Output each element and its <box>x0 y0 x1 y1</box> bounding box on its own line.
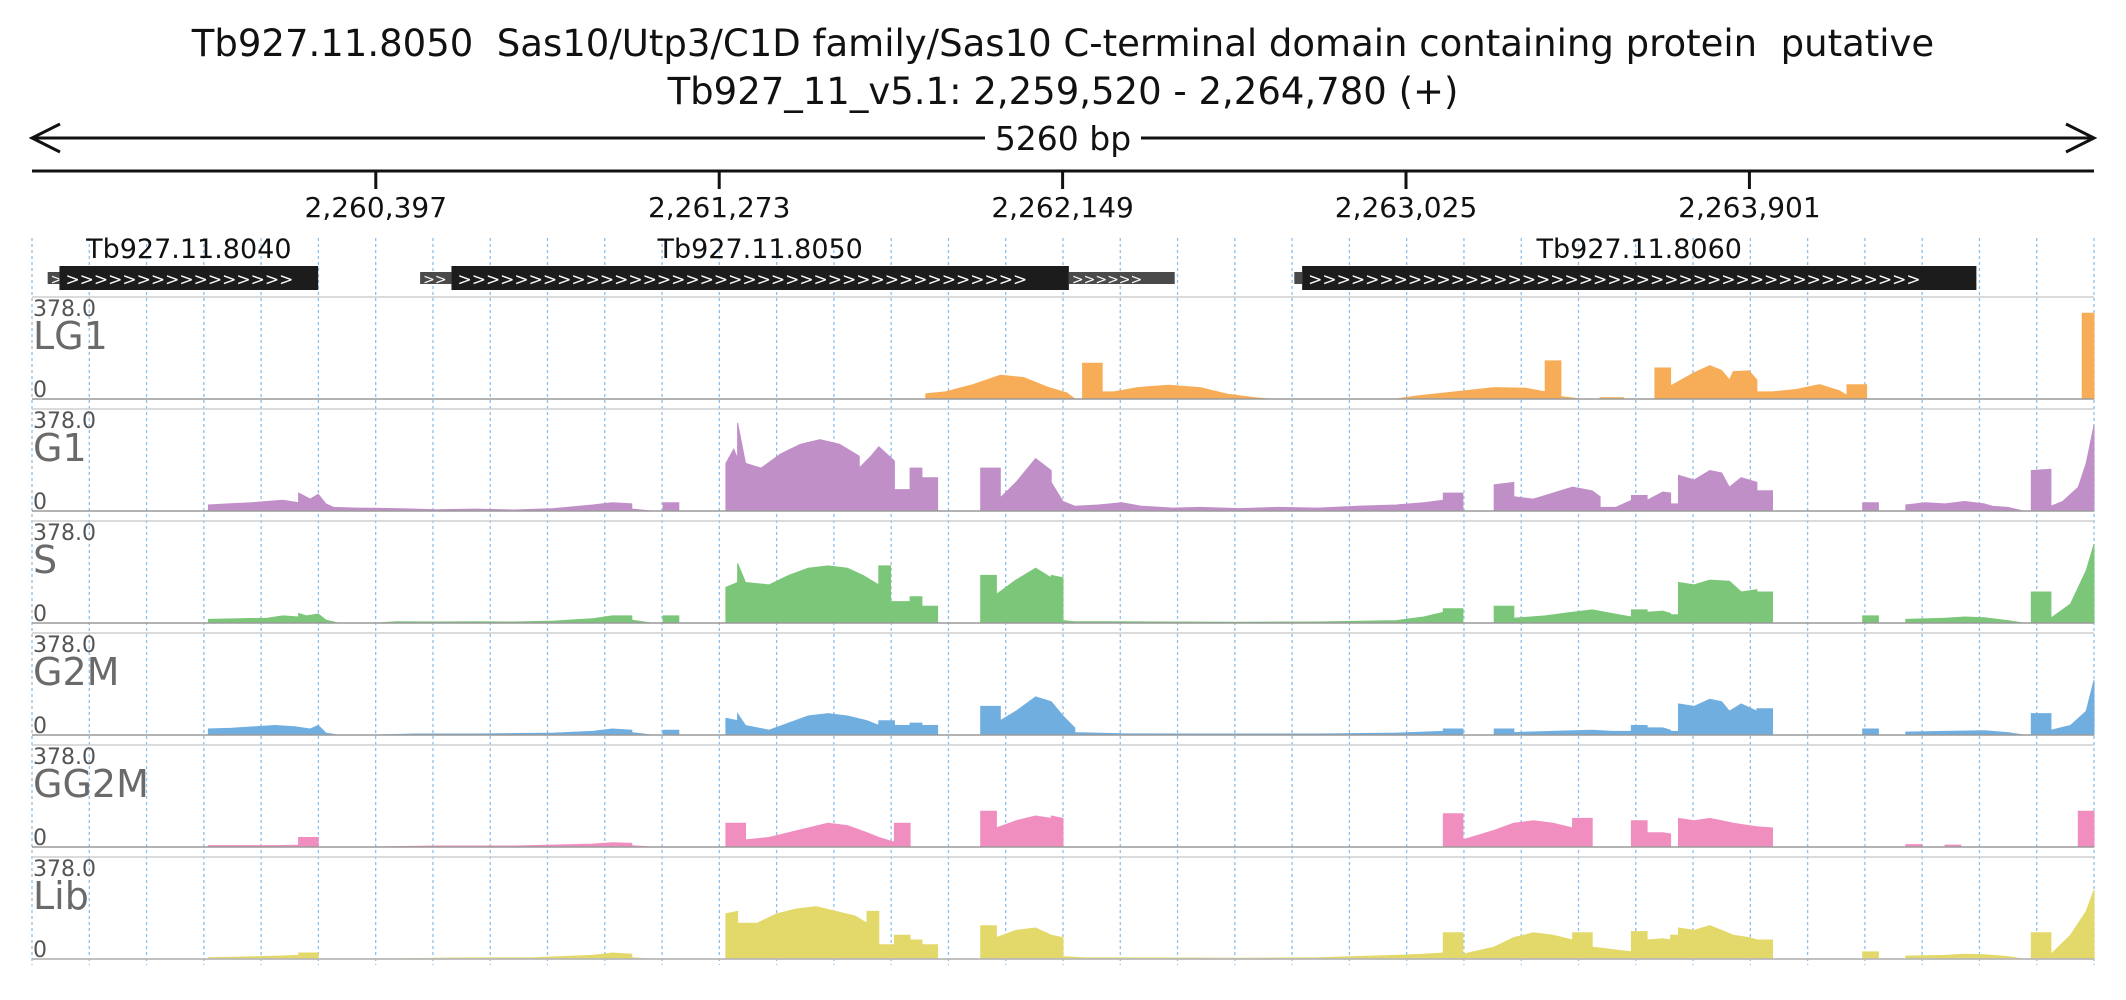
track-ymin-label: 0 <box>33 602 47 627</box>
gene-label: Tb927.11.8040 <box>85 234 291 265</box>
cds-block <box>451 266 1069 290</box>
coverage-area-s <box>32 544 2095 624</box>
span-indicator: 5260 bp <box>28 118 2098 160</box>
track-ymax-label: 378.0 <box>33 521 96 546</box>
track-g2m: 378.0 0 G2M <box>32 632 2095 739</box>
track-ymin-label: 0 <box>33 490 47 515</box>
gene-Tb927-11-8040: Tb927.11.8040 > >>>>>>>>>>>>>>>> <box>47 234 319 290</box>
track-gg2m: 378.0 0 GG2M <box>32 744 2095 851</box>
track-s: 378.0 0 S <box>32 520 2095 627</box>
track-name: G1 <box>33 426 87 470</box>
utr-3prime <box>1068 272 1175 284</box>
strand-chevrons: >>>>>>>>>>>>>>>>>>>>>>>>>>>>>>>>>>>>>>>> <box>457 270 1027 290</box>
ruler: 2,260,397 2,261,273 2,262,149 2,263,025 2,26… <box>32 169 2094 224</box>
ruler-tick-label: 2,260,397 <box>305 191 448 224</box>
cds-block <box>59 266 319 290</box>
track-ymin-label: 0 <box>33 378 47 403</box>
utr-5prime <box>420 272 452 284</box>
track-g1: 378.0 0 G1 <box>32 408 2095 515</box>
coverage-area-g2m <box>32 680 2095 736</box>
gene-track: Tb927.11.8040> >>>>>>>>>>>>>>>>Tb927.11.8… <box>47 234 1977 290</box>
gene-label: Tb927.11.8050 <box>656 234 862 265</box>
track-name: Lib <box>33 874 89 918</box>
track-ymax-label: 378.0 <box>33 745 96 770</box>
span-label: 5260 bp <box>995 119 1131 158</box>
strand-chevrons: >>>>>>>>>>>>>>>>>>>>>>>>>>>>>>>>>>>>>>>>… <box>1308 270 1921 290</box>
coverage-area-g1 <box>32 422 2095 512</box>
span-arrow-left <box>28 122 61 154</box>
cds-block <box>1302 266 1977 290</box>
span-label-bg <box>985 118 1141 160</box>
ruler-tick-label: 2,263,025 <box>1335 191 1478 224</box>
track-name: S <box>33 538 57 582</box>
track-name: G2M <box>33 650 119 694</box>
track-ymin-label: 0 <box>33 714 47 739</box>
strand-chevrons: > <box>51 272 63 288</box>
coverage-area-lib <box>32 889 2095 960</box>
grid-lines <box>31 238 2095 965</box>
track-name: LG1 <box>33 314 108 358</box>
ruler-tick-label: 2,261,273 <box>648 191 791 224</box>
strand-chevrons: >>>>>>>>>>>>>>>> <box>65 270 293 290</box>
track-ymax-label: 378.0 <box>33 297 96 322</box>
gene-Tb927-11-8060: Tb927.11.8060 >>>>>>>>>>>>>>>>>>>>>>>>>>>… <box>1294 234 1977 290</box>
utr-5prime <box>47 272 60 284</box>
utr-5prime <box>1294 272 1303 284</box>
track-name: GG2M <box>33 762 149 806</box>
locus-label: Tb927_11_v5.1: 2,259,520 - 2,264,780 (+) <box>667 70 1459 113</box>
coverage-area-lg1 <box>32 312 2095 400</box>
track-ymax-label: 378.0 <box>33 633 96 658</box>
track-ymin-label: 0 <box>33 938 47 963</box>
gene-Tb927-11-8050: Tb927.11.8050>> >>>>>>>>>>>>>>>>>>>>>>>>>… <box>420 234 1175 290</box>
strand-chevrons: >>>>>> <box>1072 272 1142 288</box>
track-lg1: 378.0 0 LG1 <box>32 296 2095 403</box>
gene-title: Tb927.11.8050 Sas10/Utp3/C1D family/Sas1… <box>191 22 1935 65</box>
track-ymin-label: 0 <box>33 826 47 851</box>
ruler-tick-label: 2,262,149 <box>991 191 1134 224</box>
track-ymax-label: 378.0 <box>33 857 96 882</box>
gene-label: Tb927.11.8060 <box>1536 234 1742 265</box>
span-arrow-right <box>2065 122 2098 154</box>
track-ymax-label: 378.0 <box>33 409 96 434</box>
strand-chevrons: >> <box>423 272 446 288</box>
ruler-tick-label: 2,263,901 <box>1678 191 1821 224</box>
